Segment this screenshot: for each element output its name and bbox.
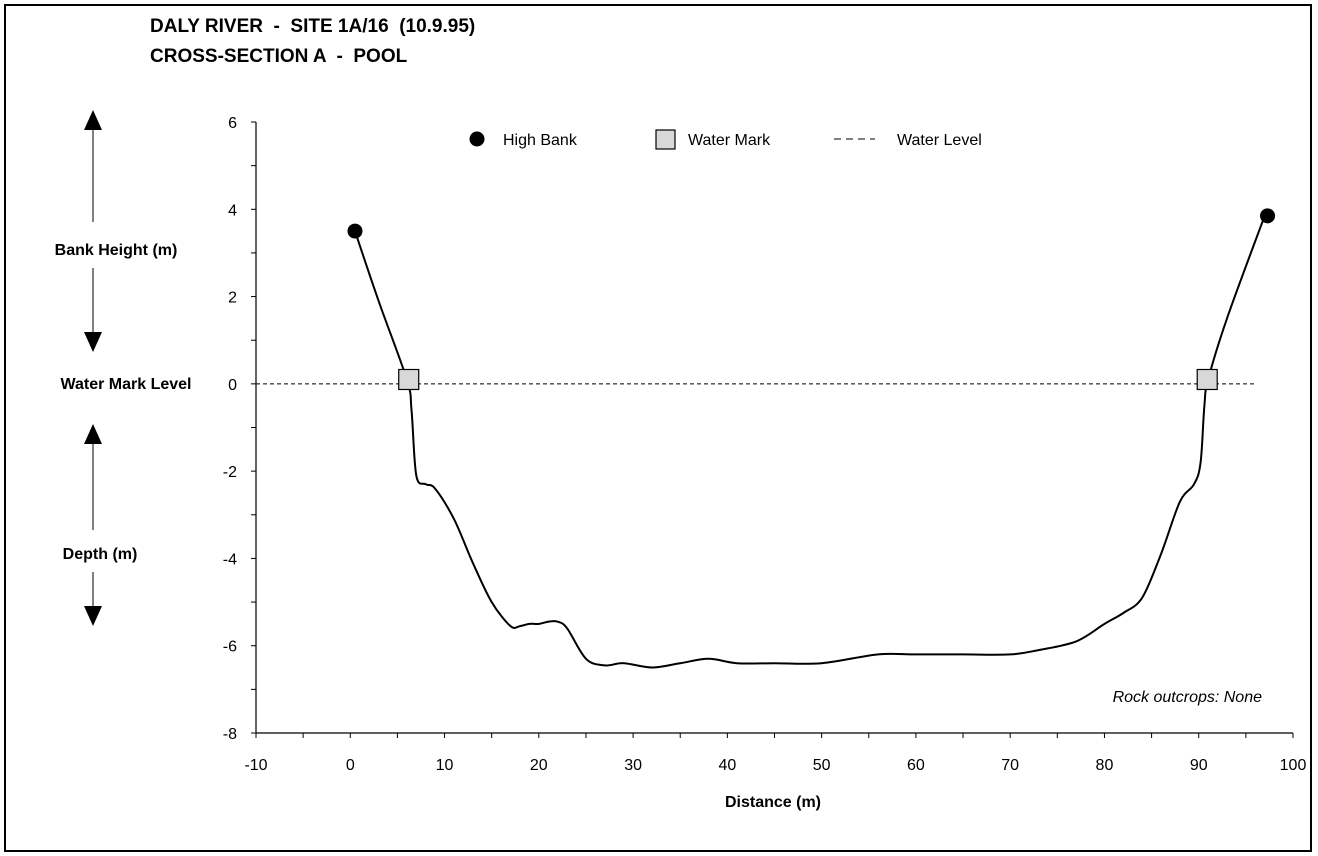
y-tick-label: 2: [228, 290, 237, 307]
x-tick-label: 10: [436, 757, 454, 774]
chart-title: DALY RIVER - SITE 1A/16 (10.9.95): [150, 16, 476, 37]
y-tick-label: 0: [228, 377, 237, 394]
chart-frame: [4, 4, 1312, 852]
legend-square-icon: [655, 129, 676, 150]
depth-label: Depth (m): [63, 546, 138, 563]
x-tick-label: 30: [624, 757, 642, 774]
x-tick-label: -10: [244, 757, 267, 774]
profile-line: [354, 215, 1266, 669]
water-mark-level-label: Water Mark Level: [60, 376, 191, 393]
bank-height-arrow: [84, 110, 102, 352]
x-tick-label: 20: [530, 757, 548, 774]
markers: [347, 208, 1276, 391]
x-tick-label: 80: [1096, 757, 1114, 774]
y-tick-label: -6: [223, 639, 237, 656]
high-bank-point: [347, 223, 363, 239]
x-tick-label: 70: [1001, 757, 1019, 774]
x-tick-label: 90: [1190, 757, 1208, 774]
y-ticks: 6 4 2 0 -2 -4 -6 -8: [223, 115, 256, 743]
rock-outcrops-note: Rock outcrops: None: [1113, 689, 1263, 706]
y-tick-label: -8: [223, 726, 237, 743]
bank-height-label: Bank Height (m): [55, 242, 178, 259]
legend-water-mark: Water Mark: [688, 132, 771, 149]
legend-high-bank: High Bank: [503, 132, 578, 149]
y-tick-label: -2: [223, 464, 237, 481]
x-tick-label: 50: [813, 757, 831, 774]
water-mark-point: [398, 368, 420, 391]
y-tick-label: -4: [223, 551, 237, 568]
high-bank-point: [1260, 208, 1276, 224]
x-ticks: -10 0 10 20 30 40 50 60 70 80 90 100: [244, 733, 1306, 774]
x-tick-label: 100: [1280, 757, 1307, 774]
x-tick-label: 0: [346, 757, 355, 774]
y-tick-label: 6: [228, 115, 237, 132]
legend-circle-icon: [469, 131, 485, 147]
y-tick-label: 4: [228, 202, 237, 219]
legend: High Bank Water Mark Water Level: [469, 129, 982, 150]
x-tick-label: 40: [718, 757, 736, 774]
x-tick-label: 60: [907, 757, 925, 774]
water-mark-point: [1196, 368, 1218, 391]
chart-subtitle: CROSS-SECTION A - POOL: [150, 46, 408, 67]
x-axis-title: Distance (m): [725, 794, 821, 811]
depth-arrow: [84, 424, 102, 626]
legend-water-level: Water Level: [897, 132, 982, 149]
